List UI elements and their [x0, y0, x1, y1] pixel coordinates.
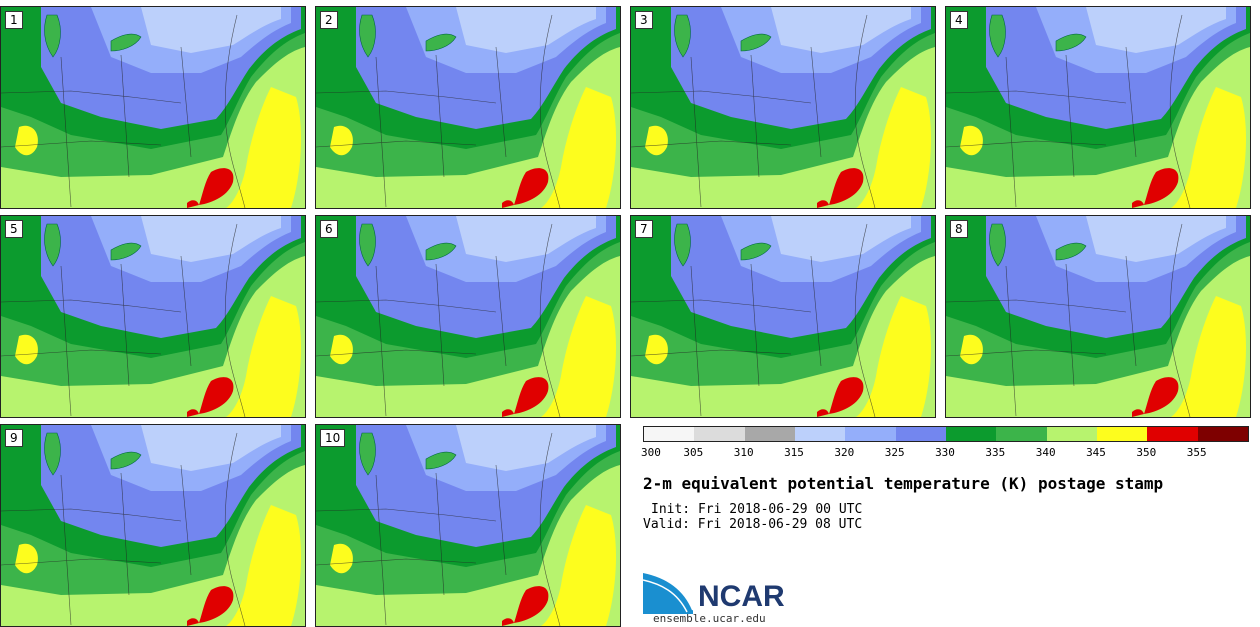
colorbar-tick-label: 320: [834, 446, 855, 459]
colorbar-tick-label: 355: [1186, 446, 1207, 459]
colorbar-tick-label: 330: [935, 446, 955, 459]
ncar-logo-icon: [643, 571, 694, 614]
map-image: [316, 216, 620, 417]
colorbar-swatch: [644, 427, 695, 441]
member-label: 8: [950, 220, 968, 238]
colorbar-swatch: [1096, 427, 1148, 441]
colorbar-tick-label: 300: [641, 446, 661, 459]
colorbar-swatch: [1197, 427, 1248, 441]
map-image: [316, 425, 620, 626]
member-label: 4: [950, 11, 968, 29]
colorbar-ticks: 300 305 310 315 320 325 330 335 340 345 350 355: [641, 446, 1247, 460]
ncar-logo-text: NCAR: [698, 580, 785, 613]
colorbar-swatch: [996, 427, 1047, 441]
colorbar-swatch: [895, 427, 946, 441]
map-panel: 7: [630, 215, 936, 418]
init-time: Init: Fri 2018-06-29 00 UTC: [651, 502, 863, 517]
colorbar-swatch: [1046, 427, 1097, 441]
map-image: [631, 7, 935, 208]
map-panel: 3: [630, 6, 936, 209]
map-image: [946, 7, 1250, 208]
colorbar-swatch: [794, 427, 846, 441]
map-image: [1, 7, 305, 208]
colorbar-swatch: [744, 427, 795, 441]
map-image: [1, 425, 305, 626]
colorbar: [643, 426, 1249, 442]
map-panel: 10: [315, 424, 621, 627]
map-panel: 9: [0, 424, 306, 627]
colorbar-tick-label: 315: [784, 446, 804, 459]
map-panel: 5: [0, 215, 306, 418]
map-image: [631, 216, 935, 417]
colorbar-swatch: [1147, 427, 1198, 441]
member-label: 10: [320, 429, 346, 447]
member-label: 6: [320, 220, 338, 238]
colorbar-tick-label: 325: [884, 446, 905, 459]
map-panel: 8: [945, 215, 1251, 418]
colorbar-tick-label: 350: [1136, 446, 1157, 459]
map-panel: 1: [0, 6, 306, 209]
map-panel: 4: [945, 6, 1251, 209]
map-image: [1, 216, 305, 417]
map-image: [946, 216, 1250, 417]
figure-title: 2-m equivalent potential temperature (K)…: [643, 474, 1164, 493]
member-label: 9: [5, 429, 23, 447]
map-panel: 6: [315, 215, 621, 418]
site-url: ensemble.ucar.edu: [653, 612, 766, 625]
colorbar-swatch: [845, 427, 896, 441]
colorbar-swatch: [945, 427, 997, 441]
member-label: 5: [5, 220, 23, 238]
colorbar-tick-label: 345: [1086, 446, 1106, 459]
member-label: 1: [5, 11, 23, 29]
colorbar-tick-label: 335: [985, 446, 1006, 459]
member-label: 7: [635, 220, 653, 238]
colorbar-tick-label: 340: [1035, 446, 1056, 459]
member-label: 2: [320, 11, 338, 29]
member-label: 3: [635, 11, 653, 29]
colorbar-swatch: [694, 427, 745, 441]
colorbar-tick-label: 310: [733, 446, 754, 459]
map-image: [316, 7, 620, 208]
colorbar-tick-label: 305: [683, 446, 704, 459]
map-panel: 2: [315, 6, 621, 209]
valid-time: Valid: Fri 2018-06-29 08 UTC: [643, 517, 863, 532]
